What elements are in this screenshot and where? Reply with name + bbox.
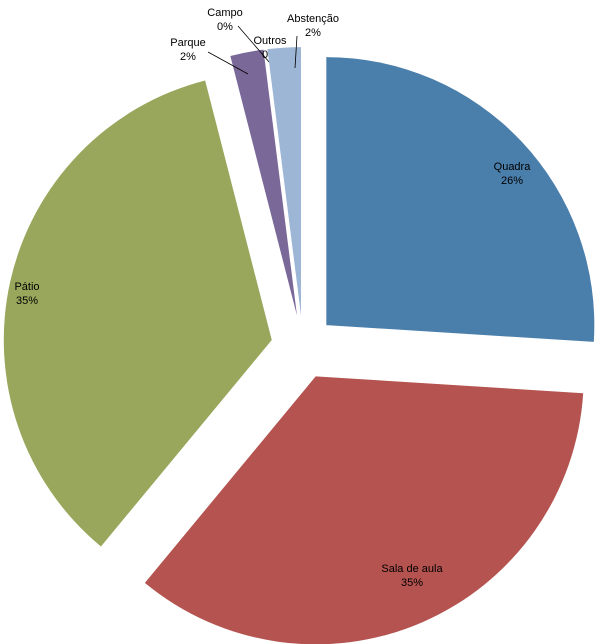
category-label: Outros	[253, 35, 287, 47]
slice-label: Pátio 35%	[14, 281, 39, 307]
leader-line	[207, 51, 249, 75]
category-label: Quadra	[494, 161, 532, 173]
value-label: 35%	[16, 295, 38, 307]
category-label: Sala de aula	[381, 563, 443, 575]
slice-label: Quadra 26%	[494, 161, 532, 187]
category-label: Parque	[170, 37, 205, 49]
pie-slice	[3, 80, 272, 547]
value-label: 2%	[180, 51, 196, 63]
slice-label: Campo 0%	[207, 7, 242, 33]
category-label: Campo	[207, 7, 242, 19]
pie-slice	[144, 376, 584, 644]
category-label: Abstenção	[287, 13, 339, 25]
leader-line	[294, 35, 298, 69]
pie-slice	[230, 49, 298, 316]
pie-slice	[326, 57, 595, 342]
value-label: 26%	[501, 175, 523, 187]
slice-label: Parque 2%	[170, 37, 205, 63]
slice-label: Sala de aula 35%	[381, 563, 443, 589]
value-label: 2%	[305, 27, 321, 39]
value-label: 0%	[217, 21, 233, 33]
pie-slice	[267, 47, 301, 316]
value-label: 35%	[401, 577, 423, 589]
category-label: Pátio	[14, 281, 39, 293]
slice-label: Abstenção 2%	[287, 13, 339, 39]
